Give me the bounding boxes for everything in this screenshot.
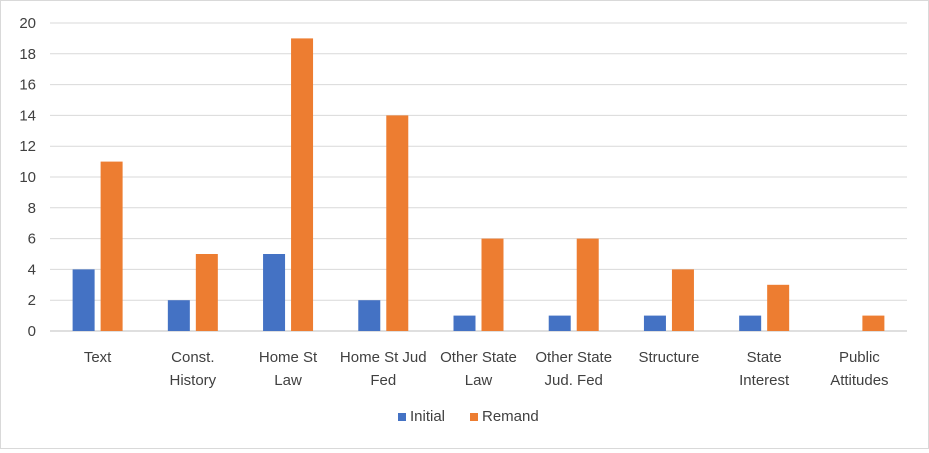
x-category-label: Law — [274, 372, 302, 389]
bar-initial-1 — [167, 300, 190, 331]
x-category-label: Home St Jud — [340, 349, 427, 366]
bar-initial-4 — [453, 315, 476, 331]
x-category-label: Text — [84, 349, 112, 366]
bar-remand-0 — [100, 161, 123, 331]
bar-initial-3 — [358, 300, 381, 331]
x-category-label: Interest — [739, 372, 790, 389]
bar-remand-2 — [291, 38, 314, 332]
y-tick-label: 6 — [28, 231, 36, 248]
x-category-label: State — [747, 349, 782, 366]
bar-remand-4 — [481, 238, 504, 331]
axis-labels: 0 2 4 6 8 10 12 14 16 18 20 Text Const. History Home S… — [19, 15, 888, 389]
bar-initial-6 — [643, 315, 666, 331]
x-category-label: Law — [465, 372, 493, 389]
gridlines — [50, 22, 907, 301]
legend-swatch-initial — [398, 413, 406, 421]
y-tick-label: 14 — [19, 107, 36, 124]
x-category-label: Fed — [370, 372, 396, 389]
x-category-label: Home St — [259, 349, 318, 366]
bar-initial-0 — [72, 269, 95, 331]
y-tick-label: 12 — [19, 138, 36, 155]
x-category-label: Other State — [440, 349, 517, 366]
bar-remand-5 — [576, 238, 599, 331]
x-category-label: Const. — [171, 349, 214, 366]
bars — [72, 38, 885, 332]
bar-initial-7 — [739, 315, 762, 331]
legend: Initial Remand — [398, 408, 539, 425]
bar-remand-3 — [386, 115, 409, 332]
y-tick-label: 18 — [19, 46, 36, 63]
legend-label-initial: Initial — [410, 408, 445, 425]
y-tick-label: 8 — [28, 200, 36, 217]
x-category-label: Structure — [639, 349, 700, 366]
bar-initial-5 — [548, 315, 571, 331]
bar-initial-2 — [263, 254, 286, 331]
y-tick-label: 16 — [19, 77, 36, 94]
x-category-label: Attitudes — [830, 372, 888, 389]
x-category-label: History — [169, 372, 216, 389]
y-tick-label: 20 — [19, 15, 36, 32]
y-tick-label: 4 — [28, 261, 36, 278]
legend-swatch-remand — [470, 413, 478, 421]
x-category-label: Other State — [535, 349, 612, 366]
bar-remand-7 — [767, 284, 790, 331]
y-tick-label: 2 — [28, 292, 36, 309]
y-tick-label: 0 — [28, 323, 36, 340]
bar-remand-6 — [671, 269, 694, 331]
bar-remand-1 — [195, 254, 218, 331]
x-category-label: Jud. Fed — [545, 372, 603, 389]
x-category-label: Public — [839, 349, 880, 366]
bar-remand-8 — [862, 315, 885, 331]
y-tick-label: 10 — [19, 169, 36, 186]
legend-label-remand: Remand — [482, 408, 539, 425]
